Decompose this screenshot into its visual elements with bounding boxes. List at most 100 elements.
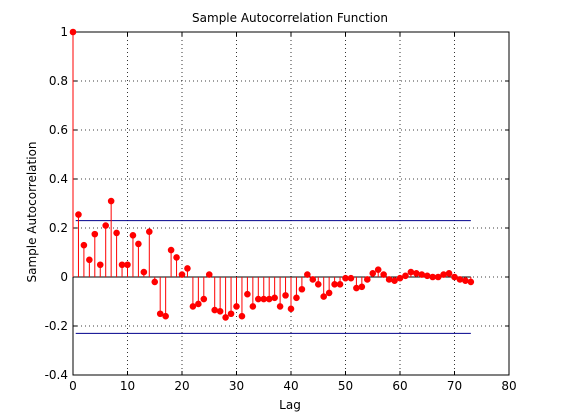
stem-marker bbox=[184, 265, 191, 272]
x-tick-label: 80 bbox=[501, 379, 516, 393]
confidence-bounds bbox=[75, 220, 471, 334]
stem-marker bbox=[462, 277, 469, 284]
stem-marker bbox=[423, 272, 431, 280]
stem-marker bbox=[347, 274, 355, 282]
stem-marker bbox=[364, 276, 371, 283]
stem-marker bbox=[69, 28, 77, 36]
stem-marker bbox=[102, 222, 109, 229]
stem-marker bbox=[440, 271, 447, 278]
stem-marker bbox=[304, 271, 311, 278]
y-tick-label: -0.2 bbox=[45, 319, 68, 333]
stem-marker bbox=[402, 272, 409, 280]
stem-marker bbox=[309, 276, 317, 283]
stem-marker bbox=[222, 314, 229, 321]
stem-marker bbox=[113, 229, 120, 237]
stem-marker bbox=[456, 276, 464, 283]
stem-marker bbox=[391, 277, 398, 284]
x-tick-label: 0 bbox=[69, 379, 77, 393]
stem-marker bbox=[195, 300, 202, 308]
y-tick-label: 0.8 bbox=[49, 74, 68, 88]
stem-marker bbox=[107, 197, 115, 205]
x-tick-label: 20 bbox=[174, 379, 189, 393]
stem-marker bbox=[96, 261, 104, 269]
stem-marker bbox=[140, 268, 148, 276]
stem-marker bbox=[162, 312, 169, 320]
stem-marker bbox=[385, 276, 393, 283]
x-axis: 0 10 20 30 40 50 60 70 80 bbox=[69, 32, 517, 393]
stem-marker bbox=[75, 211, 82, 218]
stem-marker bbox=[287, 305, 295, 313]
plot-area bbox=[72, 31, 510, 376]
stem-marker bbox=[238, 312, 246, 320]
stem-marker bbox=[244, 290, 251, 298]
x-tick-label: 60 bbox=[392, 379, 407, 393]
stem-marker bbox=[374, 266, 382, 273]
stem-marker bbox=[353, 284, 360, 292]
y-axis-label: Sample Autocorrelation bbox=[25, 141, 39, 282]
stem-marker bbox=[380, 271, 387, 278]
stem-marker bbox=[260, 295, 268, 303]
stem-marker bbox=[249, 303, 257, 310]
stem-marker bbox=[211, 306, 218, 314]
stem-marker bbox=[467, 278, 475, 286]
stem-marker bbox=[331, 281, 338, 288]
stem-marker bbox=[200, 295, 208, 303]
stem-marker bbox=[293, 294, 300, 302]
x-tick-label: 40 bbox=[283, 379, 298, 393]
x-tick-label: 70 bbox=[447, 379, 462, 393]
stem-marker bbox=[336, 281, 344, 288]
stem-marker bbox=[358, 283, 366, 291]
x-tick-label: 50 bbox=[338, 379, 353, 393]
stem-marker bbox=[80, 241, 88, 249]
stem-marker bbox=[205, 271, 213, 278]
x-tick-label: 30 bbox=[229, 379, 244, 393]
stem-marker bbox=[118, 261, 126, 269]
stem-marker bbox=[146, 228, 153, 235]
stem-marker bbox=[265, 295, 273, 303]
stem-marker bbox=[156, 310, 164, 318]
y-tick-label: 1 bbox=[60, 25, 68, 39]
stem-marker bbox=[445, 270, 453, 277]
stem-marker bbox=[407, 268, 415, 276]
stem-marker bbox=[429, 273, 437, 281]
stem-marker bbox=[178, 271, 186, 278]
y-tick-label: 0.4 bbox=[49, 172, 68, 186]
y-tick-label: 0.6 bbox=[49, 123, 68, 137]
x-tick-label: 10 bbox=[120, 379, 135, 393]
stems bbox=[69, 28, 475, 321]
stem-marker bbox=[413, 270, 420, 277]
y-axis: -0.4 -0.2 0 0.2 0.4 0.6 0.8 1 bbox=[45, 25, 509, 382]
stem-marker bbox=[434, 273, 442, 281]
stem-marker bbox=[129, 232, 137, 239]
stem-marker bbox=[254, 295, 262, 303]
grid bbox=[73, 32, 509, 375]
stem-marker bbox=[276, 303, 284, 310]
stem-marker bbox=[396, 274, 404, 282]
stem-marker bbox=[271, 294, 278, 302]
stem-marker bbox=[342, 274, 349, 282]
y-tick-label: -0.4 bbox=[45, 368, 68, 382]
stem-marker bbox=[151, 278, 159, 286]
stem-marker bbox=[227, 310, 235, 318]
stem-marker bbox=[320, 293, 328, 300]
stem-marker bbox=[451, 273, 458, 281]
stem-marker bbox=[369, 270, 377, 277]
stem-marker bbox=[173, 254, 180, 261]
stem-marker bbox=[418, 271, 426, 278]
y-tick-label: 0.2 bbox=[49, 221, 68, 235]
stem-marker bbox=[167, 246, 175, 254]
stem-marker bbox=[325, 289, 333, 297]
stem-marker bbox=[189, 303, 197, 310]
stem-marker bbox=[314, 281, 322, 288]
stem-marker bbox=[86, 256, 93, 264]
stem-marker bbox=[91, 230, 99, 238]
y-tick-label: 0 bbox=[60, 270, 68, 284]
stem-marker bbox=[298, 285, 306, 293]
x-axis-label: Lag bbox=[279, 398, 301, 412]
chart-title: Sample Autocorrelation Function bbox=[192, 11, 388, 25]
stem-marker bbox=[216, 308, 224, 315]
stem-marker bbox=[233, 303, 240, 310]
stem-marker bbox=[135, 240, 142, 248]
stem-marker bbox=[282, 292, 289, 299]
